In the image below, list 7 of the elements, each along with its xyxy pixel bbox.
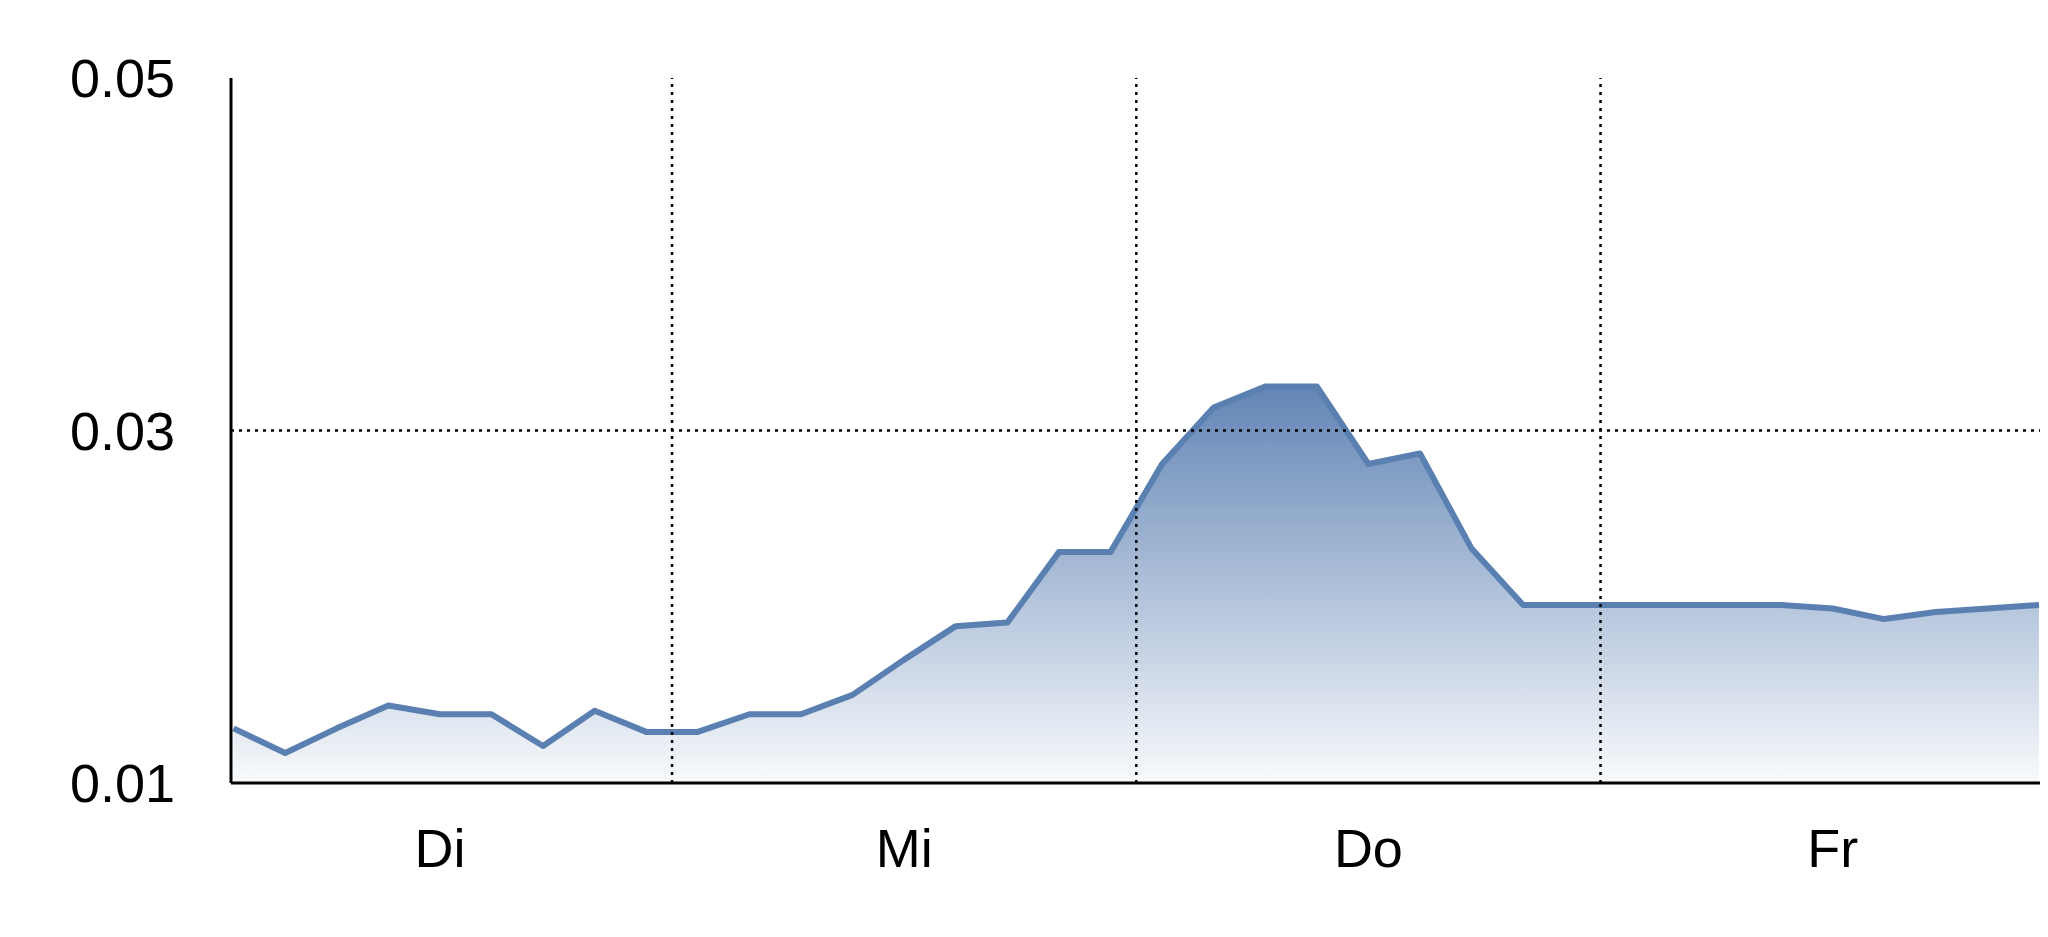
x-tick-label: Fr [1807, 818, 1859, 879]
y-tick-label: 0.05 [69, 48, 175, 109]
y-tick-label: 0.03 [69, 400, 175, 461]
x-tick-label: Mi [875, 818, 933, 879]
y-tick-label: 0.01 [69, 753, 175, 814]
x-tick-label: Di [414, 818, 466, 879]
x-tick-label: Do [1333, 818, 1403, 879]
